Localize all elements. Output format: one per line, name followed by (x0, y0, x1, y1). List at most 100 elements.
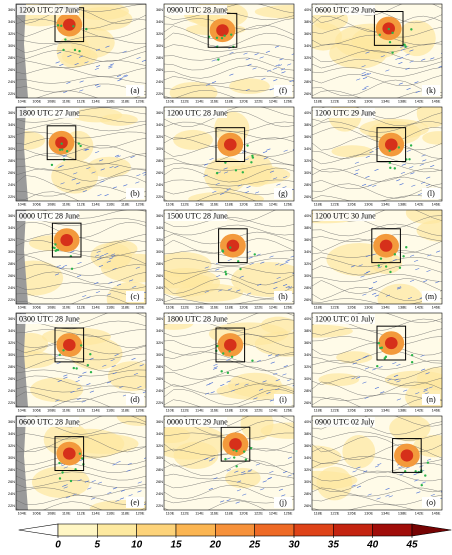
wind-vector (285, 285, 290, 288)
wind-vector (59, 63, 64, 66)
wind-vector (426, 458, 432, 461)
map-content: 1200 UTC 28 June (g) (164, 107, 294, 201)
lat-label: 32N (8, 32, 15, 36)
wind-vector (260, 488, 265, 491)
wind-vector (436, 250, 441, 253)
analysis-box (51, 222, 82, 258)
wind-vector (83, 148, 88, 151)
wind-vector (415, 90, 420, 93)
wind-vector (287, 474, 292, 477)
wind-vector (249, 262, 254, 265)
lat-label: 32N (304, 262, 311, 266)
precip-core (400, 449, 414, 462)
wind-vector (289, 80, 294, 83)
map-content: 1800 UTC 27 June (b) (16, 107, 146, 201)
wind-vector (59, 267, 64, 270)
lon-label: 120E (239, 512, 248, 516)
wind-vector (102, 364, 107, 367)
lon-label: 118E (121, 512, 130, 516)
lon-label: 138E (398, 100, 407, 104)
lon-label: 104E (18, 409, 27, 413)
wind-vector (372, 281, 378, 284)
map-frame (311, 209, 443, 305)
green-dot (242, 450, 246, 453)
colorbar-label: 30 (288, 540, 300, 550)
streamline (312, 278, 442, 294)
lat-label: 28N (156, 365, 163, 369)
wind-vector (291, 53, 294, 55)
lat-label: 32N (8, 444, 15, 448)
lon-label: 110E (62, 100, 71, 104)
lat-label: 32N (8, 341, 15, 345)
panel-letter: (i) (279, 395, 287, 404)
wind-vector (398, 466, 403, 469)
lat-label: 32N (304, 468, 311, 472)
wind-vector (208, 382, 214, 385)
lon-label: 122E (330, 306, 339, 310)
wind-vector (421, 58, 426, 61)
lon-label: 112E (77, 203, 86, 207)
wind-vector (365, 51, 370, 54)
streamline (164, 44, 294, 52)
analysis-box (215, 327, 246, 363)
wind-vector (229, 73, 234, 76)
green-dot (397, 146, 401, 149)
wind-vector (413, 259, 419, 262)
wind-vector (285, 259, 290, 262)
precip-core (63, 338, 76, 352)
lat-label: 34N (156, 20, 163, 24)
lon-label: 112E (77, 512, 86, 516)
wind-vector (378, 366, 383, 369)
wind-area (175, 283, 244, 302)
analysis-box (373, 11, 404, 46)
green-dot (62, 349, 65, 352)
wind-vector (241, 471, 246, 474)
streamline (312, 79, 442, 97)
green-dot (54, 249, 57, 253)
letter-bg (126, 394, 144, 405)
panel-letter: (m) (425, 292, 437, 301)
wind-vector (272, 67, 277, 70)
letter-bg (126, 497, 144, 508)
land (16, 107, 28, 201)
wind-area (405, 210, 442, 225)
lat-label: 30N (156, 353, 163, 357)
panel-letter: (h) (278, 292, 288, 301)
wind-vector (262, 380, 267, 383)
streamline (164, 11, 294, 21)
streamline (164, 121, 294, 133)
wind-vector (105, 45, 110, 48)
wind-vector (368, 287, 374, 290)
lon-label: 110E (62, 306, 71, 310)
green-dot (398, 266, 402, 269)
wind-vector (356, 485, 362, 488)
analysis-box (376, 127, 407, 163)
wind-vector (112, 372, 117, 375)
lat-label: 28N (304, 80, 311, 84)
lat-label: 34N (8, 432, 15, 436)
green-dot (58, 148, 62, 151)
green-dot (53, 246, 56, 250)
wind-vector (292, 385, 294, 387)
green-dot (234, 169, 238, 172)
lat-label: 40N (304, 420, 311, 424)
green-dot (77, 142, 81, 145)
lat-label: 28N (8, 56, 15, 60)
wind-vector (119, 77, 124, 80)
wind-vector (114, 154, 120, 157)
green-dot (232, 448, 235, 452)
streamline (16, 7, 146, 24)
wind-area (30, 377, 84, 402)
title-bg (17, 417, 79, 427)
map-frame (163, 312, 295, 408)
wind-vector (273, 287, 278, 290)
streamline (16, 471, 146, 481)
map-content: 0000 UTC 29 June (j) (164, 416, 294, 510)
lon-label: 116E (106, 100, 115, 104)
green-dot (377, 264, 380, 267)
map-panel: 0600 UTC 28 June (e) 36N 34N 32N 30N 28N 26N 24N… (8, 415, 147, 516)
wind-vector (98, 265, 104, 268)
wind-vector (218, 289, 223, 292)
wind-vector (274, 45, 280, 48)
streamline (164, 90, 294, 98)
